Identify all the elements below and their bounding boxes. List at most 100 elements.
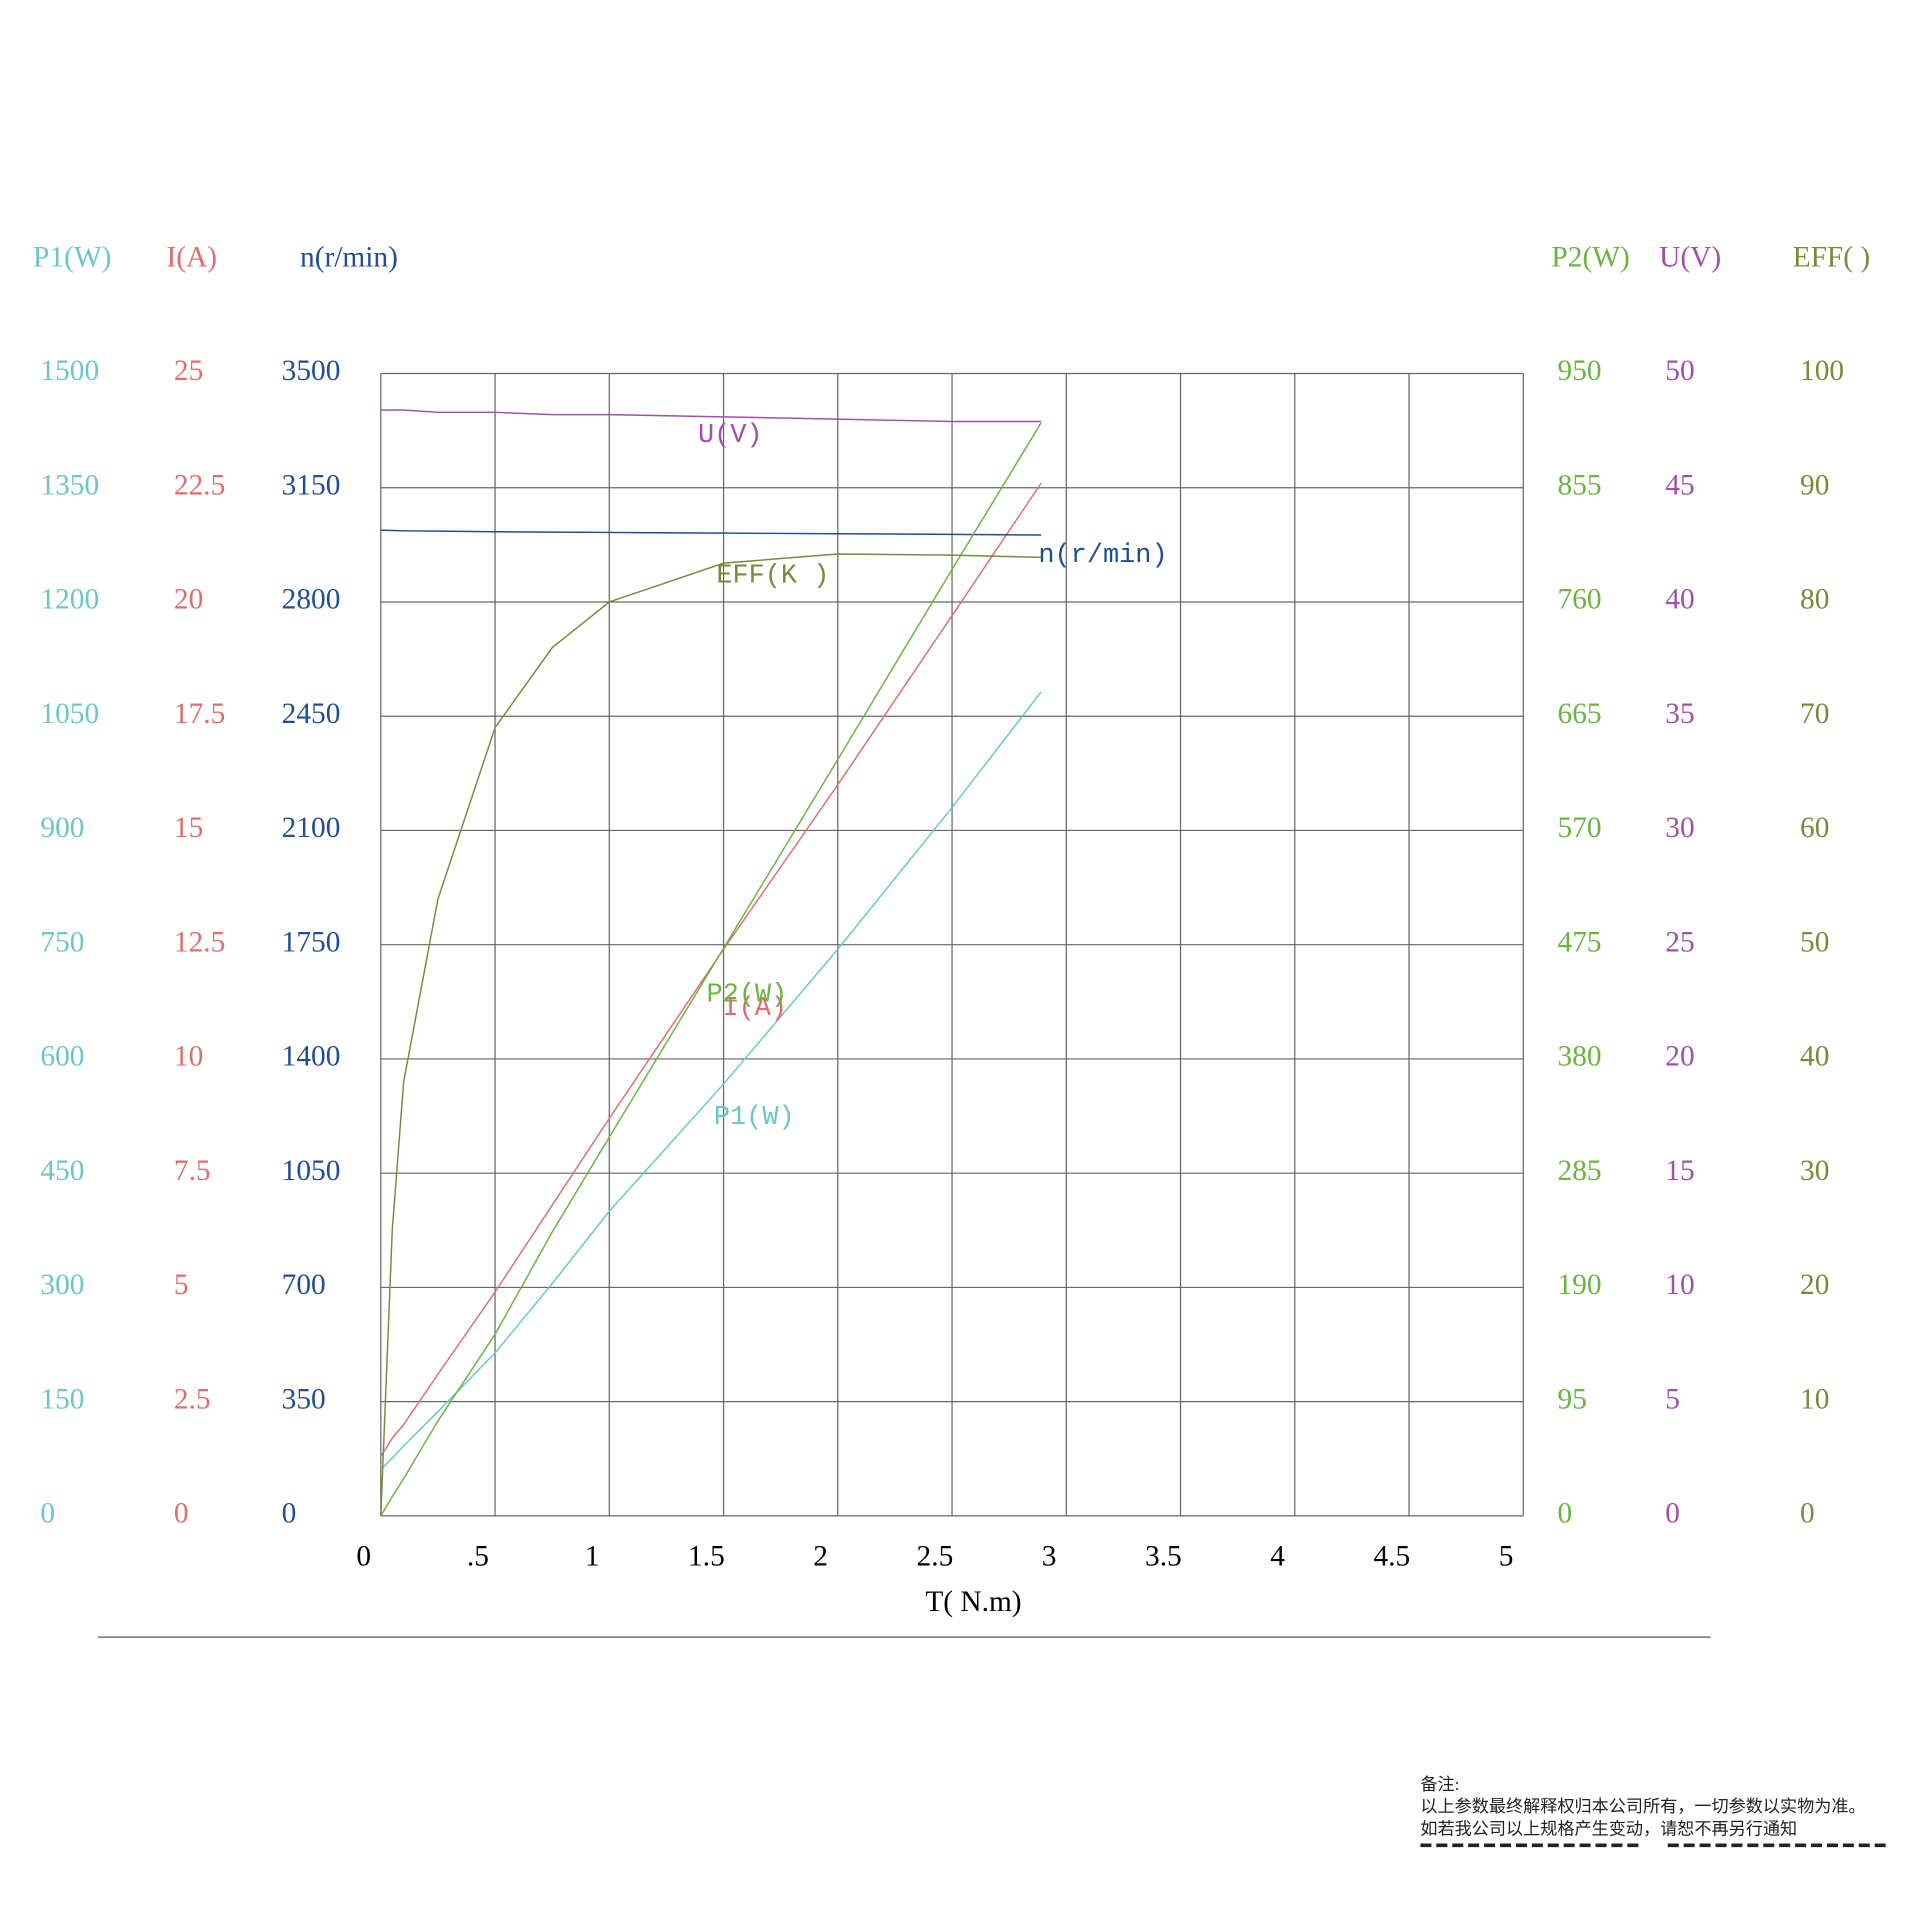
y-tick-label: 10: [1800, 1383, 1829, 1415]
axis-title: I(A): [167, 241, 218, 273]
curve-label: P2(W): [707, 980, 788, 1010]
y-tick-label: 285: [1558, 1155, 1602, 1187]
y-tick-label: 60: [1800, 812, 1829, 844]
curve-label: I(A): [722, 994, 787, 1024]
y-tick-label: 600: [40, 1041, 84, 1073]
y-tick-label: 3500: [282, 355, 341, 387]
y-tick-label: 17.5: [174, 698, 225, 730]
y-tick-label: 35: [1665, 698, 1694, 730]
axis-title: n(r/min): [300, 241, 398, 273]
y-tick-label: 855: [1558, 469, 1602, 501]
y-tick-label: 475: [1558, 926, 1602, 958]
y-tick-label: 30: [1800, 1155, 1829, 1187]
y-tick-label: 10: [174, 1041, 203, 1073]
x-tick-label: 1.5: [688, 1541, 725, 1573]
x-tick-label: .5: [467, 1541, 489, 1573]
y-tick-label: 750: [40, 926, 84, 958]
y-tick-label: 50: [1800, 926, 1829, 958]
y-tick-label: 22.5: [174, 469, 225, 501]
x-tick-label: 1: [585, 1541, 600, 1573]
y-tick-label: 50: [1665, 355, 1694, 387]
x-tick-label: 4.5: [1374, 1541, 1411, 1573]
y-tick-label: 0: [1800, 1498, 1815, 1530]
axis-title: P1(W): [33, 241, 111, 273]
note-line: 如若我公司以上规格产生变动，请恕不再另行通知: [1420, 1819, 1797, 1838]
y-tick-label: 7.5: [174, 1155, 211, 1187]
y-tick-label: 0: [1665, 1498, 1680, 1530]
y-tick-label: 1350: [40, 469, 99, 501]
y-tick-label: 1050: [40, 698, 99, 730]
y-tick-label: 2450: [282, 698, 341, 730]
y-tick-label: 80: [1800, 584, 1829, 616]
x-tick-label: 3.5: [1145, 1541, 1182, 1573]
x-tick-label: 5: [1499, 1541, 1514, 1573]
y-tick-label: 30: [1665, 812, 1694, 844]
y-tick-label: 665: [1558, 698, 1602, 730]
series-line: [380, 409, 1042, 423]
series-line: [380, 553, 1042, 1516]
y-tick-label: 350: [282, 1383, 326, 1415]
y-tick-label: 10: [1665, 1269, 1694, 1301]
y-tick-label: 20: [174, 584, 203, 616]
y-tick-label: 300: [40, 1269, 84, 1301]
y-tick-label: 40: [1800, 1041, 1829, 1073]
series-line: [380, 529, 1042, 536]
y-tick-label: 570: [1558, 812, 1602, 844]
y-tick-label: 3150: [282, 469, 341, 501]
curve-label: U(V): [698, 421, 763, 451]
y-tick-label: 900: [40, 812, 84, 844]
y-tick-label: 12.5: [174, 926, 225, 958]
series-line: [380, 691, 1042, 1470]
curve-label: P1(W): [714, 1103, 795, 1133]
y-tick-label: 0: [40, 1498, 55, 1530]
y-tick-label: 5: [1665, 1383, 1680, 1415]
y-tick-label: 20: [1665, 1041, 1694, 1073]
y-tick-label: 150: [40, 1383, 84, 1415]
y-tick-label: 0: [282, 1498, 297, 1530]
note-title: 备注:: [1420, 1775, 1459, 1794]
y-tick-label: 190: [1558, 1269, 1602, 1301]
y-tick-label: 1500: [40, 355, 99, 387]
curve-label: n(r/min): [1038, 541, 1167, 571]
note-line: 以上参数最终解释权归本公司所有，一切参数以实物为准。: [1420, 1797, 1865, 1816]
y-tick-label: 1400: [282, 1041, 341, 1073]
y-tick-label: 0: [174, 1498, 189, 1530]
x-tick-label: 0: [356, 1541, 371, 1573]
y-tick-label: 15: [1665, 1155, 1694, 1187]
y-tick-label: 0: [1558, 1498, 1573, 1530]
axis-title: P2(W): [1551, 241, 1629, 273]
y-tick-label: 2100: [282, 812, 341, 844]
y-tick-label: 100: [1800, 355, 1844, 387]
y-tick-label: 380: [1558, 1041, 1602, 1073]
axis-title: U(V): [1659, 241, 1721, 273]
y-tick-label: 25: [174, 355, 203, 387]
axis-title: EFF( ): [1793, 241, 1871, 273]
y-tick-label: 950: [1558, 355, 1602, 387]
y-tick-label: 1200: [40, 584, 99, 616]
y-tick-label: 760: [1558, 584, 1602, 616]
curve-label: EFF(K ): [716, 562, 829, 592]
y-tick-label: 700: [282, 1269, 326, 1301]
x-tick-label: 4: [1270, 1541, 1285, 1573]
y-tick-label: 1050: [282, 1155, 341, 1187]
series-line: [380, 422, 1042, 1517]
y-tick-label: 1750: [282, 926, 341, 958]
y-tick-label: 45: [1665, 469, 1694, 501]
y-tick-label: 25: [1665, 926, 1694, 958]
y-tick-label: 20: [1800, 1269, 1829, 1301]
x-tick-label: 2.5: [917, 1541, 954, 1573]
y-tick-label: 15: [174, 812, 203, 844]
x-axis-title: T( N.m): [925, 1586, 1021, 1618]
y-tick-label: 450: [40, 1155, 84, 1187]
y-tick-label: 90: [1800, 469, 1829, 501]
y-tick-label: 40: [1665, 584, 1694, 616]
x-tick-label: 2: [813, 1541, 828, 1573]
y-tick-label: 2800: [282, 584, 341, 616]
y-tick-label: 70: [1800, 698, 1829, 730]
series-line: [380, 482, 1042, 1457]
y-tick-label: 5: [174, 1269, 189, 1301]
x-tick-label: 3: [1042, 1541, 1057, 1573]
y-tick-label: 2.5: [174, 1383, 211, 1415]
